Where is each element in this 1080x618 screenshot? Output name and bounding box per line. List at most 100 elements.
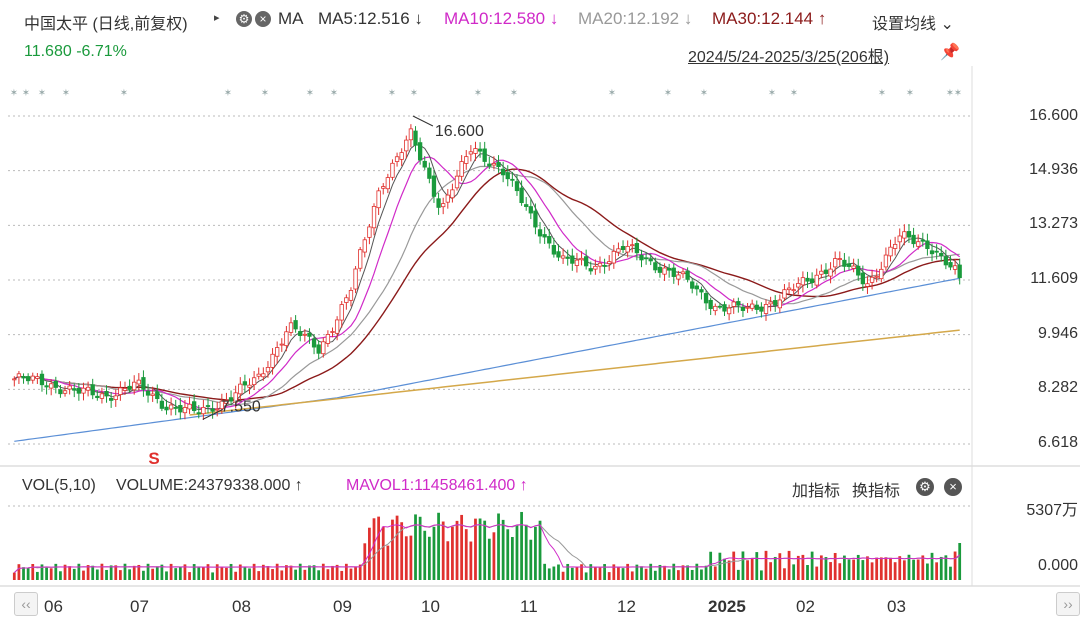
candle-body [800,277,806,286]
volume-bar [132,565,136,580]
volume-bar [866,556,869,580]
candle-body [62,390,68,394]
volume-bar [769,562,772,580]
candle-body [579,257,584,261]
volume-bar [593,567,597,580]
candle-body [616,248,621,253]
gear-icon[interactable]: ⚙ [236,11,252,27]
candle-body [67,385,72,390]
candle-body [464,156,469,164]
volume-bar [603,564,606,580]
candle-body [473,148,478,154]
candle-body [643,257,649,260]
volume-bar [520,511,523,580]
volume-bar [469,541,473,580]
candle-body [367,226,372,238]
candle-body [113,395,118,400]
event-marker: ✶ [790,88,798,99]
volume-bar [238,564,242,580]
candle-body [279,343,284,346]
candle-body [408,128,414,141]
volume-bar [427,536,431,580]
candle-body [920,239,925,242]
candle-body [717,305,723,308]
candle-body [948,262,953,268]
gear-icon[interactable]: ⚙ [916,478,934,496]
candle-body [348,290,354,301]
candle-body [298,331,303,336]
stock-title[interactable]: 中国太平 (日线,前复权) [24,16,188,33]
candle-body [671,267,676,277]
event-marker: ✶ [664,88,672,99]
date-range[interactable]: 2024/5/24-2025/3/25(206根) [688,49,890,66]
volume-bar [552,566,556,580]
close-icon[interactable]: × [944,478,962,496]
candle-body [417,142,423,161]
volume-bar [902,560,906,580]
candle-body [883,254,889,268]
chevron-right-icon[interactable]: ›› [1056,592,1080,616]
candle-body [791,289,796,292]
candle-body [703,293,709,304]
candle-body [293,320,298,330]
close-icon[interactable]: × [255,11,271,27]
candle-body [708,299,713,310]
volume-bar [847,559,851,580]
candle-body [256,373,261,377]
volume-bar [26,567,30,580]
x-tick: 12 [617,597,636,616]
candle-body [187,403,192,410]
candle-body [620,246,626,250]
pin-icon[interactable]: 📌 [940,44,960,61]
candle-body [192,401,197,412]
volume-bar [736,569,740,580]
candle-body [196,412,201,415]
volume-bar [644,568,648,580]
volume-bar [395,515,399,580]
volume-bar [91,565,95,580]
candle-body [934,250,939,253]
event-marker: ✶ [38,88,46,99]
change-indicator-button[interactable]: 换指标 [852,483,901,500]
set-ma-button[interactable]: 设置均线 ⌄ [872,16,954,33]
candle-body [533,210,538,228]
volume-bar [529,539,533,580]
volume-label: VOL(5,10) [22,477,96,494]
volume-bar [35,571,39,580]
candle-body [782,289,787,299]
candle-body [182,407,188,414]
volume-bar [211,572,214,580]
volume-bar [893,562,897,580]
volume-bar [926,563,929,580]
candle-body [219,400,224,410]
volume-bar [285,565,288,580]
volume-bar [441,521,445,580]
volume-bar [335,564,339,580]
volume-bar [321,563,325,580]
volume-bar [128,569,131,580]
candle-body [911,234,916,245]
signal-marker: S [148,449,159,468]
candle-body [500,168,506,176]
event-marker: ✶ [954,88,962,99]
volume-bar [331,565,334,580]
volume-bar [40,564,44,580]
candle-body [25,376,31,382]
add-indicator-button[interactable]: 加指标 [792,483,841,500]
chevron-left-icon[interactable]: ‹‹ [14,592,38,616]
candle-body [468,151,474,155]
x-tick: 06 [44,597,63,616]
volume-bar [700,569,703,580]
candle-body [353,268,358,290]
candle-body [358,249,363,269]
candle-body [155,391,160,400]
triangle-right-icon[interactable]: ▸ [214,12,220,24]
candle-body [763,304,769,314]
candle-body [168,404,174,410]
candle-body [302,333,307,336]
candle-body [275,347,280,357]
candle-body [957,264,962,279]
candle-body [491,163,497,166]
volume-bar [640,566,643,580]
